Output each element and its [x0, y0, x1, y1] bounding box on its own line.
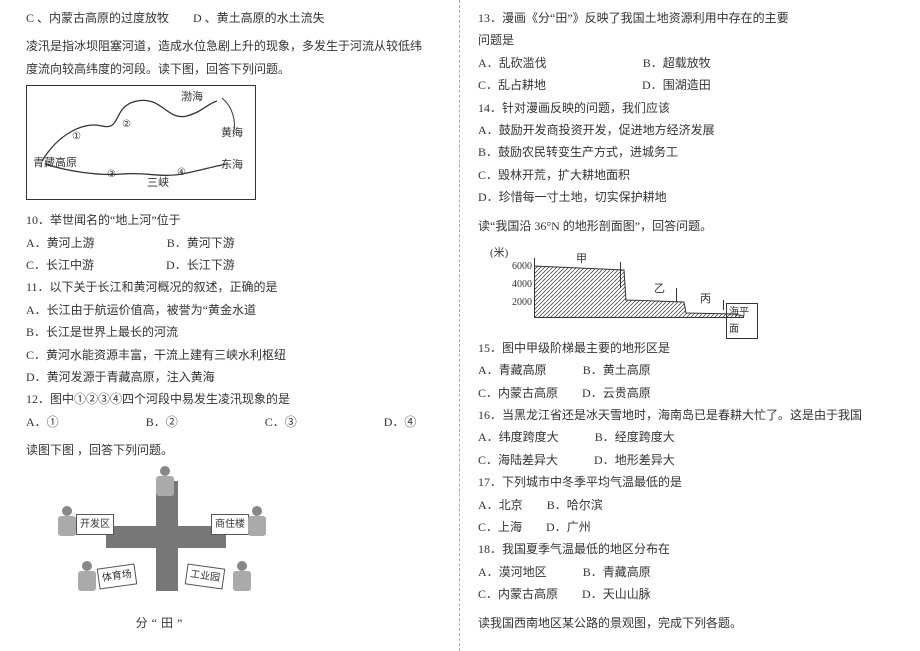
- q11-opt-b: B．长江是世界上最长的河流: [26, 322, 443, 342]
- q18-opt-a: A．漠河地区: [478, 565, 547, 579]
- q16-row2: C．海陆差异大 D．地形差异大: [478, 450, 904, 470]
- person-icon: [246, 506, 268, 538]
- terrain-shape-icon: [534, 258, 744, 318]
- left-column: C 、内蒙古高原的过度放牧 D 、黄土高原的水土流失 凌汛是指冰坝阻塞河道，造成…: [0, 0, 460, 651]
- q11-stem: 11．以下关于长江和黄河概况的叙述，正确的是: [26, 277, 443, 297]
- q16-opt-b: B．经度跨度大: [595, 430, 675, 444]
- bracket-line: [676, 288, 677, 302]
- label-bing: 丙: [700, 290, 711, 309]
- read-below-line: 读图下图 ，回答下列问题。: [26, 440, 443, 460]
- profile-unit: (米): [490, 244, 508, 263]
- q17-stem: 17．下列城市中冬季平均气温最低的是: [478, 472, 904, 492]
- q11-opt-a: A．长江由于航运价值高，被誉为“黄金水道: [26, 300, 443, 320]
- label-yi: 乙: [654, 280, 665, 299]
- read-sw-line: 读我国西南地区某公路的景观图，完成下列各题。: [478, 613, 904, 633]
- q10-opt-d: D．长江下游: [166, 258, 235, 272]
- q10-row2: C．长江中游 D．长江下游: [26, 255, 443, 275]
- person-icon: [76, 561, 98, 593]
- read-36n-line: 读“我国沿 36°N 的地形剖面图”，回答问题。: [478, 216, 904, 236]
- q16-opt-d: D．地形差异大: [594, 453, 675, 467]
- tag-se: 工业园: [185, 564, 226, 590]
- q12-opt-c: C．③: [265, 415, 297, 429]
- q13-opt-a: A．乱砍滥伐: [478, 56, 547, 70]
- q10-stem: 10．举世闻名的“地上河”位于: [26, 210, 443, 230]
- q12-stem: 12．图中①②③④四个河段中易发生凌汛现象的是: [26, 389, 443, 409]
- ytick-4000: 4000: [508, 276, 532, 293]
- q10-opt-a: A．黄河上游: [26, 236, 95, 250]
- q15-opt-d: D．云贵高原: [582, 386, 651, 400]
- q13-stem-1: 13．漫画《分“田”》反映了我国土地资源利用中存在的主要: [478, 8, 904, 28]
- label-sealevel: 海平面: [726, 303, 758, 339]
- q16-opt-c: C．海陆差异大: [478, 453, 558, 467]
- cartoon-figure: 开发区 商住楼 体育场 工业园: [46, 466, 276, 611]
- person-icon: [154, 466, 176, 498]
- q15-opt-b: B．黄土高原: [583, 363, 651, 377]
- q14-stem: 14．针对漫画反映的问题，我们应该: [478, 98, 904, 118]
- q18-opt-b: B．青藏高原: [583, 565, 651, 579]
- tag-ne: 商住楼: [211, 514, 249, 535]
- q15-row1: A．青藏高原 B．黄土高原: [478, 360, 904, 380]
- terrain-profile-figure: (米) 6000 4000 2000 甲 乙 丙 海平面: [478, 248, 758, 328]
- bracket-line: [723, 300, 724, 310]
- q16-row1: A．纬度跨度大 B．经度跨度大: [478, 427, 904, 447]
- q12-opts-row: A．① B．② C．③ D．④: [26, 412, 443, 432]
- q16-opt-a: A．纬度跨度大: [478, 430, 559, 444]
- right-column: 13．漫画《分“田”》反映了我国土地资源利用中存在的主要 问题是 A．乱砍滥伐 …: [460, 0, 920, 651]
- q18-row2: C．内蒙古高原 D．天山山脉: [478, 584, 904, 604]
- q12-opt-d: D．④: [384, 415, 417, 429]
- q18-stem: 18．我国夏季气温最低的地区分布在: [478, 539, 904, 559]
- person-icon: [56, 506, 78, 538]
- q14-opt-a: A．鼓励开发商投资开发，促进地方经济发展: [478, 120, 904, 140]
- tag-sw: 体育场: [97, 564, 138, 590]
- cartoon-caption: 分“田”: [46, 613, 276, 633]
- q13-opt-c: C．乱占耕地: [478, 78, 546, 92]
- tag-nw: 开发区: [76, 514, 114, 535]
- river-lines-icon: [27, 86, 255, 199]
- q15-opt-a: A．青藏高原: [478, 363, 547, 377]
- ytick-6000: 6000: [508, 258, 532, 275]
- q12-opt-a: A．①: [26, 415, 59, 429]
- q15-stem: 15．图中甲级阶梯最主要的地形区是: [478, 338, 904, 358]
- person-icon: [231, 561, 253, 593]
- q11-opt-c: C．黄河水能资源丰富，干流上建有三峡水利枢纽: [26, 345, 443, 365]
- q17-row1: A．北京 B．哈尔滨: [478, 495, 904, 515]
- q17-opt-a: A．北京: [478, 498, 523, 512]
- q13-row2: C．乱占耕地 D．围湖造田: [478, 75, 904, 95]
- q17-opt-b: B．哈尔滨: [547, 498, 603, 512]
- q10-opt-c: C．长江中游: [26, 258, 94, 272]
- option-cd-line: C 、内蒙古高原的过度放牧 D 、黄土高原的水土流失: [26, 8, 443, 28]
- label-jia: 甲: [576, 250, 587, 269]
- q14-opt-d: D．珍惜每一寸土地，切实保护耕地: [478, 187, 904, 207]
- q11-opt-d: D．黄河发源于青藏高原，注入黄海: [26, 367, 443, 387]
- intro-line-2: 度流向较高纬度的河段。读下图，回答下列问题。: [26, 59, 443, 79]
- field-cross-horizontal: [106, 526, 226, 548]
- q13-stem-2: 问题是: [478, 30, 904, 50]
- q16-stem: 16．当黑龙江省还是冰天雪地时，海南岛已是春耕大忙了。这是由于我国: [478, 405, 904, 425]
- q14-opt-c: C．毁林开荒，扩大耕地面积: [478, 165, 904, 185]
- q12-opt-b: B．②: [146, 415, 178, 429]
- q15-row2: C．内蒙古高原 D．云贵高原: [478, 383, 904, 403]
- spacer: [478, 238, 904, 244]
- q17-opt-d: D．广州: [546, 520, 591, 534]
- q17-row2: C．上海 D．广州: [478, 517, 904, 537]
- q18-opt-c: C．内蒙古高原: [478, 587, 558, 601]
- q13-opt-b: B．超载放牧: [643, 56, 711, 70]
- river-map-figure: 渤海 黄海 东海 青藏高原 三峡 ① ② ③ ④: [26, 85, 256, 200]
- intro-line-1: 凌汛是指冰坝阻塞河道，造成水位急剧上升的现象，多发生于河流从较低纬: [26, 36, 443, 56]
- bracket-line: [620, 262, 621, 288]
- q10-row1: A．黄河上游 B．黄河下游: [26, 233, 443, 253]
- ytick-2000: 2000: [508, 294, 532, 311]
- q17-opt-c: C．上海: [478, 520, 522, 534]
- q15-opt-c: C．内蒙古高原: [478, 386, 558, 400]
- q18-row1: A．漠河地区 B．青藏高原: [478, 562, 904, 582]
- q10-opt-b: B．黄河下游: [167, 236, 235, 250]
- q13-row1: A．乱砍滥伐 B．超载放牧: [478, 53, 904, 73]
- q13-opt-d: D．围湖造田: [642, 78, 711, 92]
- q14-opt-b: B．鼓励农民转变生产方式，进城务工: [478, 142, 904, 162]
- q18-opt-d: D．天山山脉: [582, 587, 651, 601]
